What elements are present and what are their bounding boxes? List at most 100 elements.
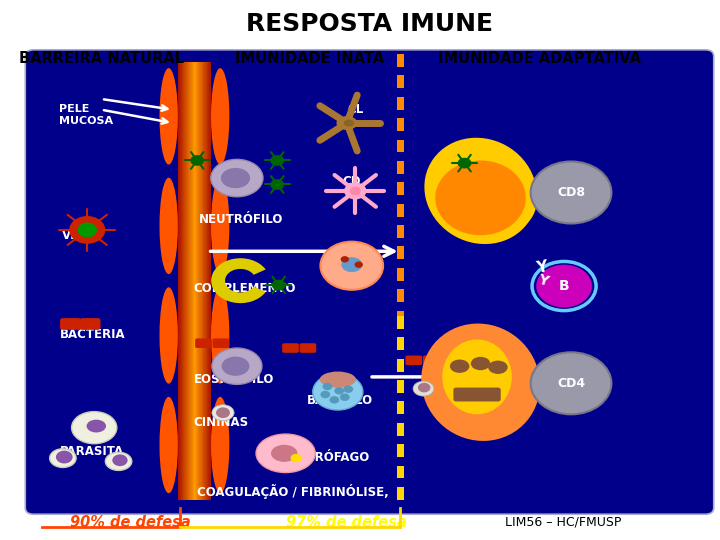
Circle shape xyxy=(216,407,230,418)
Ellipse shape xyxy=(71,411,117,444)
Bar xyxy=(397,140,404,152)
Text: COMPLEMENTO: COMPLEMENTO xyxy=(193,282,295,295)
Circle shape xyxy=(531,352,611,414)
Ellipse shape xyxy=(343,119,354,126)
Circle shape xyxy=(341,256,349,262)
Bar xyxy=(397,401,404,414)
Text: IMUNIDADE INATA: IMUNIDADE INATA xyxy=(235,51,384,66)
FancyBboxPatch shape xyxy=(60,318,81,330)
Text: Y: Y xyxy=(536,273,550,289)
FancyBboxPatch shape xyxy=(195,339,212,348)
Text: PELE
MUCOSA: PELE MUCOSA xyxy=(59,104,114,126)
Circle shape xyxy=(418,383,431,393)
Circle shape xyxy=(343,386,353,393)
Ellipse shape xyxy=(413,381,434,396)
Ellipse shape xyxy=(424,138,536,244)
Bar xyxy=(397,338,404,350)
Ellipse shape xyxy=(336,116,357,130)
Circle shape xyxy=(271,280,286,291)
Text: 90% de defesa: 90% de defesa xyxy=(70,515,191,530)
Ellipse shape xyxy=(160,68,178,165)
Ellipse shape xyxy=(211,287,230,384)
Circle shape xyxy=(270,179,284,190)
Ellipse shape xyxy=(312,374,363,410)
Ellipse shape xyxy=(86,420,106,433)
Text: CD: CD xyxy=(343,176,361,188)
Ellipse shape xyxy=(222,356,249,376)
Circle shape xyxy=(446,155,459,166)
Circle shape xyxy=(350,187,361,195)
Text: Y: Y xyxy=(535,259,549,276)
Text: BARREIRA NATURAL: BARREIRA NATURAL xyxy=(19,51,184,66)
Ellipse shape xyxy=(256,434,315,472)
Ellipse shape xyxy=(320,242,383,290)
Ellipse shape xyxy=(271,445,297,462)
Bar xyxy=(397,268,404,281)
FancyBboxPatch shape xyxy=(423,355,439,365)
Text: B: B xyxy=(559,279,570,293)
Bar xyxy=(397,76,404,88)
Bar xyxy=(397,54,404,67)
Ellipse shape xyxy=(160,287,178,384)
Ellipse shape xyxy=(428,334,512,409)
Text: CL: CL xyxy=(347,103,363,116)
Circle shape xyxy=(112,454,127,466)
Circle shape xyxy=(190,155,204,166)
Bar xyxy=(397,161,404,174)
Circle shape xyxy=(536,265,592,307)
Ellipse shape xyxy=(160,397,178,493)
FancyBboxPatch shape xyxy=(300,343,316,353)
Circle shape xyxy=(78,222,97,238)
Circle shape xyxy=(323,383,332,390)
Wedge shape xyxy=(211,258,266,303)
Bar xyxy=(397,487,404,500)
Ellipse shape xyxy=(320,372,356,388)
Bar xyxy=(397,183,404,195)
Bar xyxy=(397,423,404,436)
Bar xyxy=(397,380,404,393)
Circle shape xyxy=(330,396,339,403)
Circle shape xyxy=(531,161,611,224)
Bar xyxy=(397,310,404,323)
Ellipse shape xyxy=(211,68,230,165)
Text: NK: NK xyxy=(340,262,358,272)
Text: CD8: CD8 xyxy=(557,186,585,199)
Ellipse shape xyxy=(211,397,230,493)
Ellipse shape xyxy=(446,357,536,427)
Text: CD4: CD4 xyxy=(557,377,585,390)
Text: EOSINÓFILO: EOSINÓFILO xyxy=(194,373,274,386)
Text: PARASITA: PARASITA xyxy=(59,445,124,458)
Ellipse shape xyxy=(442,340,512,414)
Circle shape xyxy=(354,261,363,268)
Bar xyxy=(397,118,404,131)
Ellipse shape xyxy=(211,159,263,197)
FancyBboxPatch shape xyxy=(405,355,422,365)
Text: COAGULAÇÃO / FIBRINÓLISE,: COAGULAÇÃO / FIBRINÓLISE, xyxy=(197,484,388,500)
Bar xyxy=(397,204,404,217)
Circle shape xyxy=(340,394,350,401)
Bar xyxy=(397,359,404,372)
Ellipse shape xyxy=(50,449,76,468)
FancyBboxPatch shape xyxy=(80,318,101,330)
FancyBboxPatch shape xyxy=(282,343,299,353)
Circle shape xyxy=(69,216,105,244)
Text: LIM56 – HC/FMUSP: LIM56 – HC/FMUSP xyxy=(505,516,621,529)
Text: NEUTRÓFILO: NEUTRÓFILO xyxy=(199,213,283,226)
Ellipse shape xyxy=(212,348,262,384)
Bar xyxy=(397,444,404,457)
Circle shape xyxy=(270,155,284,166)
FancyBboxPatch shape xyxy=(25,50,714,514)
FancyBboxPatch shape xyxy=(212,339,229,348)
Text: BASÓFILO: BASÓFILO xyxy=(307,394,373,408)
Text: VÍRUS: VÍRUS xyxy=(61,229,102,242)
Text: CININAS: CININAS xyxy=(194,416,249,429)
Ellipse shape xyxy=(221,168,250,188)
Ellipse shape xyxy=(450,360,469,373)
Bar xyxy=(397,246,404,259)
Ellipse shape xyxy=(471,357,490,370)
Bar xyxy=(397,289,404,302)
Text: BACTÉRIA: BACTÉRIA xyxy=(59,328,125,341)
Text: IMUNIDADE ADAPTATIVA: IMUNIDADE ADAPTATIVA xyxy=(438,51,642,66)
Bar xyxy=(397,465,404,478)
Ellipse shape xyxy=(160,178,178,274)
